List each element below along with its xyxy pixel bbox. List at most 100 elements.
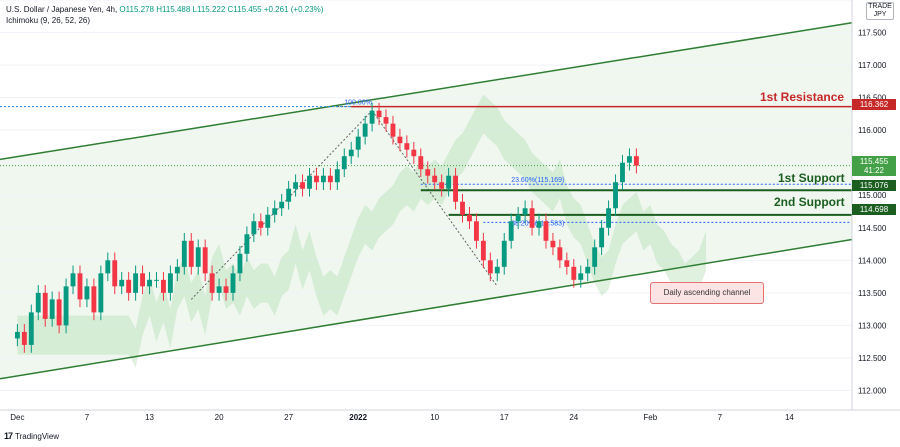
- candle-body: [105, 260, 111, 274]
- candle-body: [28, 312, 34, 345]
- candle-body: [35, 292, 41, 313]
- symbol-title: U.S. Dollar / Japanese Yen, 4h,: [6, 5, 118, 14]
- candle-body: [620, 162, 625, 183]
- channel-callout: Daily ascending channel: [650, 282, 764, 304]
- candle-body: [154, 279, 159, 281]
- candle-body: [348, 149, 354, 157]
- candle-body: [279, 201, 285, 209]
- candle-body: [223, 286, 229, 293]
- candle-body: [432, 175, 438, 183]
- y-tick-label: 117.500: [858, 29, 887, 38]
- candle-body: [84, 286, 90, 300]
- channel-lower-line: [0, 238, 853, 380]
- candle-body: [557, 247, 563, 261]
- candle-body: [550, 240, 556, 248]
- candle-body: [369, 110, 375, 124]
- candle-body: [355, 136, 361, 150]
- candle-body: [286, 188, 292, 202]
- candle-body: [473, 221, 479, 241]
- candle-body: [237, 253, 243, 274]
- candle-body: [411, 149, 417, 157]
- support1-price-tag: 115.076: [852, 180, 896, 191]
- currency-badge-line2: JPY: [873, 11, 887, 18]
- x-tick-label: 27: [284, 413, 293, 422]
- x-tick-label: 14: [785, 413, 794, 422]
- candle-body: [161, 279, 166, 293]
- y-tick-label: 113.500: [858, 289, 887, 298]
- x-tick-label: 7: [85, 413, 90, 422]
- candle-body: [334, 169, 340, 183]
- y-tick-label: 117.000: [858, 61, 887, 70]
- fib-23-label: 23.60%(115.169): [511, 177, 564, 184]
- candle-body: [564, 260, 570, 267]
- candle-body: [341, 156, 347, 170]
- candle-body: [467, 214, 472, 222]
- candle-body: [265, 214, 271, 228]
- candle-body: [543, 221, 549, 241]
- candle-body: [606, 208, 612, 228]
- candle-body: [14, 331, 20, 339]
- candle-body: [397, 136, 403, 144]
- candle-body: [529, 208, 535, 228]
- x-tick-label: Dec: [10, 413, 24, 422]
- ichimoku-cloud: [17, 94, 706, 368]
- candle-body: [508, 221, 514, 241]
- candle-body: [147, 279, 152, 287]
- resistance1-label: 1st Resistance: [760, 90, 845, 104]
- x-tick-label: 13: [145, 413, 154, 422]
- candle-body: [633, 156, 639, 166]
- candle-body: [425, 169, 431, 176]
- support2-label: 2nd Support: [774, 195, 845, 209]
- candle-body: [460, 201, 465, 215]
- candle-body: [314, 175, 319, 183]
- ohlc-readout: O115.278 H115.488 L115.222 C115.455 +0.2…: [119, 5, 324, 14]
- candle-body: [627, 156, 632, 163]
- resistance-price-tag: 116.362: [852, 99, 896, 110]
- fib-100-label: 100.00%: [344, 100, 372, 107]
- x-tick-label: 10: [430, 413, 439, 422]
- candle-body: [202, 247, 208, 274]
- candle-body: [307, 175, 312, 189]
- x-tick-label: 2022: [349, 413, 367, 422]
- candle-body: [77, 273, 83, 300]
- y-tick-label: 115.000: [858, 191, 887, 200]
- candle-body: [181, 240, 187, 267]
- support1-label: 1st Support: [778, 171, 845, 185]
- y-tick-label: 113.000: [858, 321, 887, 330]
- candle-body: [522, 208, 528, 215]
- candle-body: [119, 279, 125, 287]
- candle-body: [174, 266, 180, 274]
- candle-body: [167, 273, 173, 293]
- candle-body: [140, 273, 146, 287]
- candle-body: [293, 182, 299, 189]
- candle-body: [98, 273, 104, 313]
- current-price-tag: 115.455 41:22: [852, 156, 896, 176]
- candle-body: [494, 266, 500, 274]
- candle-body: [446, 175, 452, 189]
- candle-body: [209, 273, 215, 293]
- candle-body: [599, 227, 605, 248]
- candle-body: [133, 273, 139, 293]
- bar-countdown: 41:22: [863, 166, 885, 175]
- candle-body: [188, 240, 194, 267]
- candle-body: [383, 117, 389, 124]
- y-tick-label: 112.000: [858, 386, 887, 395]
- candle-body: [300, 182, 305, 189]
- x-tick-label: 24: [569, 413, 578, 422]
- candle-body: [376, 110, 382, 118]
- tradingview-brand[interactable]: 17 TradingView: [4, 431, 59, 441]
- candle-body: [195, 247, 201, 267]
- candle-body: [515, 214, 521, 222]
- y-tick-label: 114.500: [858, 224, 887, 233]
- candle-body: [390, 123, 396, 137]
- candle-body: [327, 175, 333, 183]
- candle-body: [487, 260, 493, 274]
- y-tick-label: 114.000: [858, 256, 887, 265]
- candle-body: [439, 182, 445, 189]
- currency-badge[interactable]: TRADE JPY: [866, 2, 894, 20]
- candle-body: [613, 182, 618, 209]
- tradingview-name: TradingView: [15, 431, 60, 441]
- candle-body: [244, 234, 250, 254]
- candle-body: [418, 156, 424, 170]
